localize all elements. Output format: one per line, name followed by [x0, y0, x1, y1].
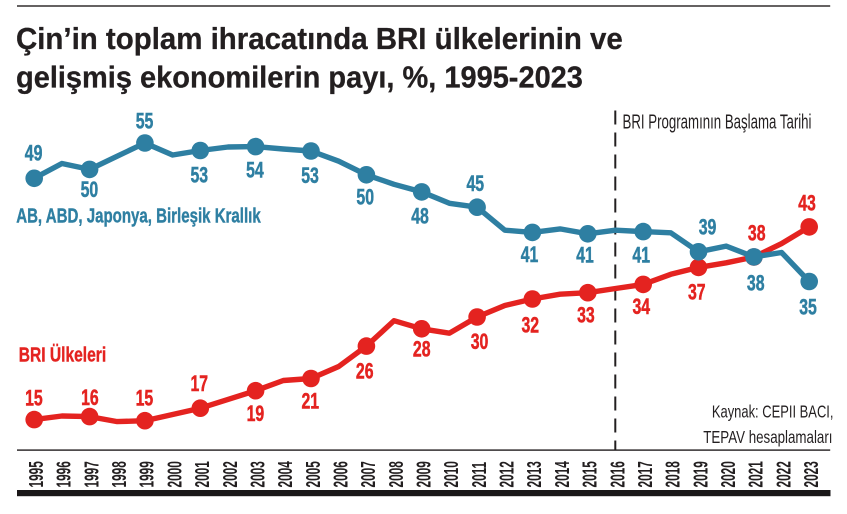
svg-text:AB, ABD, Japonya, Birleşik Kra: AB, ABD, Japonya, Birleşik Krallık — [16, 204, 261, 227]
svg-text:1995: 1995 — [26, 461, 48, 487]
svg-text:2015: 2015 — [580, 461, 602, 487]
svg-text:30: 30 — [471, 330, 489, 354]
svg-text:55: 55 — [136, 110, 154, 134]
svg-text:2012: 2012 — [497, 461, 519, 487]
svg-text:50: 50 — [356, 186, 374, 210]
svg-text:2023: 2023 — [801, 461, 823, 487]
svg-text:26: 26 — [356, 360, 374, 384]
svg-text:41: 41 — [576, 244, 594, 268]
svg-text:BRI Ülkeleri: BRI Ülkeleri — [19, 344, 106, 367]
svg-text:53: 53 — [301, 165, 319, 189]
svg-text:41: 41 — [521, 243, 539, 267]
svg-text:2001: 2001 — [192, 461, 214, 487]
svg-text:2014: 2014 — [552, 461, 574, 488]
svg-text:2017: 2017 — [635, 461, 657, 487]
svg-text:2004: 2004 — [275, 461, 297, 488]
svg-text:Kaynak: CEPII BACI,: Kaynak: CEPII BACI, — [712, 403, 834, 423]
svg-text:50: 50 — [81, 179, 99, 203]
svg-text:19: 19 — [247, 403, 265, 427]
svg-text:32: 32 — [521, 314, 539, 338]
svg-text:38: 38 — [747, 272, 765, 296]
svg-text:16: 16 — [81, 387, 99, 411]
svg-text:2011: 2011 — [469, 462, 491, 488]
svg-text:21: 21 — [301, 390, 319, 414]
svg-text:2016: 2016 — [607, 461, 629, 487]
svg-text:2007: 2007 — [358, 461, 380, 487]
svg-text:1998: 1998 — [109, 461, 131, 487]
svg-text:17: 17 — [190, 372, 208, 396]
svg-text:2002: 2002 — [220, 461, 242, 487]
svg-text:2006: 2006 — [330, 461, 352, 487]
svg-text:49: 49 — [25, 142, 43, 166]
svg-text:39: 39 — [699, 216, 717, 240]
svg-text:2009: 2009 — [413, 461, 435, 487]
svg-text:2020: 2020 — [718, 461, 740, 487]
svg-text:1999: 1999 — [137, 461, 159, 487]
svg-text:33: 33 — [577, 304, 595, 328]
svg-text:15: 15 — [25, 387, 43, 411]
svg-text:54: 54 — [246, 159, 264, 183]
svg-text:43: 43 — [798, 192, 816, 216]
svg-text:38: 38 — [748, 222, 766, 246]
svg-text:2013: 2013 — [524, 461, 546, 487]
svg-text:15: 15 — [136, 387, 154, 411]
svg-text:41: 41 — [632, 244, 650, 268]
svg-text:1996: 1996 — [54, 461, 76, 487]
svg-text:2018: 2018 — [663, 461, 685, 487]
svg-text:2000: 2000 — [164, 461, 186, 487]
svg-text:28: 28 — [413, 338, 431, 362]
svg-text:TEPAV hesaplamaları: TEPAV hesaplamaları — [703, 428, 832, 447]
svg-text:Çin’in toplam ihracatında BRI: Çin’in toplam ihracatında BRI ülkelerini… — [16, 22, 623, 56]
svg-text:2003: 2003 — [247, 461, 269, 487]
svg-text:35: 35 — [799, 296, 817, 320]
svg-text:2021: 2021 — [746, 461, 768, 487]
svg-text:53: 53 — [190, 164, 208, 188]
svg-text:2005: 2005 — [303, 461, 325, 487]
svg-text:48: 48 — [411, 205, 429, 229]
svg-text:34: 34 — [632, 296, 650, 320]
svg-text:2022: 2022 — [773, 461, 795, 487]
svg-text:2019: 2019 — [690, 461, 712, 487]
svg-text:BRI Programının Başlama Tarihi: BRI Programının Başlama Tarihi — [623, 111, 812, 133]
svg-text:2008: 2008 — [386, 461, 408, 487]
svg-text:1997: 1997 — [81, 461, 103, 487]
svg-text:2010: 2010 — [441, 461, 463, 487]
svg-text:37: 37 — [688, 281, 706, 305]
svg-text:gelişmiş ekonomilerin payı, %,: gelişmiş ekonomilerin payı, %, 1995-2023 — [16, 60, 583, 94]
svg-text:45: 45 — [466, 172, 484, 196]
